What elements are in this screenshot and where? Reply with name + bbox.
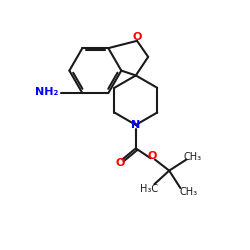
Text: CH₃: CH₃ <box>180 187 198 197</box>
Text: N: N <box>131 120 140 130</box>
Text: O: O <box>133 32 142 42</box>
Text: H₃C: H₃C <box>140 184 158 194</box>
Text: O: O <box>116 158 125 168</box>
Text: CH₃: CH₃ <box>184 152 202 162</box>
Text: NH₂: NH₂ <box>36 87 59 97</box>
Text: O: O <box>148 151 157 161</box>
